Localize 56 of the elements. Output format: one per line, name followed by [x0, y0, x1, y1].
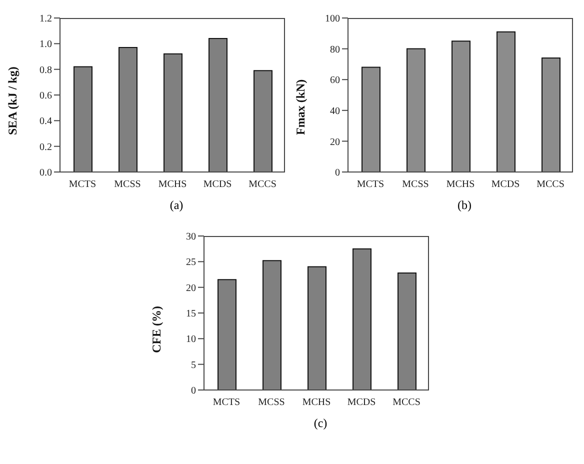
y-tick-label: 1.2	[40, 14, 52, 25]
bar	[118, 47, 138, 172]
y-tick-label: 15	[186, 308, 196, 320]
x-tick-label: MCDS	[203, 179, 232, 190]
bar	[452, 40, 470, 172]
bar	[398, 272, 416, 390]
x-tick-label: MCTS	[68, 179, 96, 190]
y-tick-label: 0.6	[40, 90, 52, 102]
y-tick-label: 60	[330, 75, 340, 86]
y-tick-label: 20	[186, 282, 196, 294]
x-tick-label: MCSS	[114, 179, 141, 190]
y-tick-label: 20	[330, 136, 340, 148]
x-tick-label: MCCS	[536, 179, 564, 190]
bar	[208, 38, 228, 172]
y-tick-label: 1.0	[40, 39, 52, 50]
x-tick-label: MCHS	[158, 179, 187, 190]
y-tick-label: 10	[186, 334, 196, 346]
y-axis-title: Fmax (kN)	[293, 79, 308, 135]
x-tick-label: MCHS	[302, 397, 331, 408]
y-tick-label: 0	[191, 386, 196, 397]
x-tick-label: MCHS	[446, 179, 475, 190]
y-tick-label: 30	[186, 232, 196, 243]
bar	[542, 58, 560, 172]
x-tick-label: MCTS	[212, 397, 240, 408]
text: (c)	[312, 416, 328, 431]
y-tick-label: 0.8	[40, 64, 52, 76]
bar	[308, 266, 326, 390]
bar	[406, 48, 426, 172]
text: (a)	[168, 198, 184, 213]
text: (b)	[456, 198, 472, 213]
y-tick-label: 0.4	[40, 116, 52, 128]
bar	[262, 260, 282, 390]
y-tick-label: 80	[330, 44, 340, 56]
y-tick-label: 0	[335, 168, 340, 179]
y-tick-label: 100	[325, 14, 340, 25]
x-tick-label: MCDS	[347, 397, 376, 408]
y-tick-label: 0.0	[40, 168, 52, 179]
bar	[496, 31, 516, 172]
y-tick-label: 0.2	[40, 142, 52, 153]
y-tick-label: 25	[186, 257, 196, 268]
bar	[74, 66, 92, 172]
y-axis-title: CFE (%)	[149, 306, 164, 353]
y-axis-title: SEA (kJ / kg)	[5, 66, 20, 135]
x-tick-label: MCCS	[248, 179, 276, 190]
bar	[254, 70, 272, 172]
bar	[218, 279, 236, 390]
x-tick-label: MCSS	[258, 397, 285, 408]
x-tick-label: MCTS	[356, 179, 384, 190]
bar	[352, 248, 372, 390]
y-tick-label: 40	[330, 106, 340, 117]
bar	[362, 66, 380, 172]
x-tick-label: MCCS	[392, 397, 420, 408]
bar	[164, 53, 182, 172]
y-tick-label: 5	[191, 360, 196, 371]
x-tick-label: MCSS	[402, 179, 429, 190]
x-tick-label: MCDS	[491, 179, 520, 190]
